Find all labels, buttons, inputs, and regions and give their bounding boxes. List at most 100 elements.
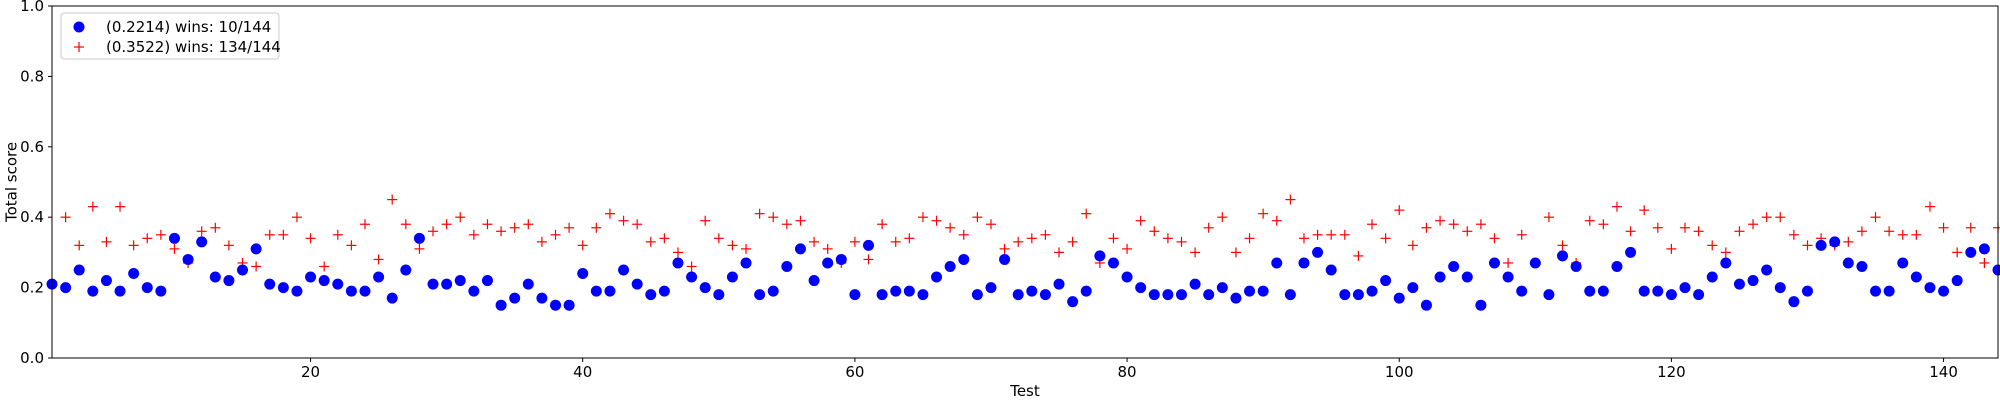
data-point-series-2 (618, 215, 629, 226)
data-point-series-1 (835, 253, 847, 265)
data-point-series-2 (468, 229, 479, 240)
data-point-series-2 (1611, 201, 1622, 212)
data-point-series-2 (1666, 243, 1677, 254)
data-point-series-1 (1135, 282, 1147, 294)
data-point-series-1 (1747, 275, 1759, 287)
data-point-series-1 (1570, 260, 1582, 272)
data-point-series-2 (1149, 226, 1160, 237)
data-points (46, 194, 2000, 311)
data-point-series-2 (1054, 247, 1065, 258)
data-point-series-2 (1802, 240, 1813, 251)
data-point-series-1 (1638, 285, 1650, 297)
data-point-series-2 (482, 219, 493, 230)
data-point-series-2 (768, 212, 779, 223)
data-point-series-1 (1924, 282, 1936, 294)
data-point-series-2 (101, 236, 112, 247)
data-point-series-2 (1788, 229, 1799, 240)
data-point-series-1 (155, 285, 167, 297)
data-point-series-2 (1979, 257, 1990, 268)
data-point-series-2 (700, 215, 711, 226)
data-point-series-2 (1067, 236, 1078, 247)
data-point-series-1 (618, 264, 630, 276)
data-point-series-1 (822, 257, 834, 269)
data-point-series-1 (1910, 271, 1922, 283)
data-point-series-2 (577, 240, 588, 251)
data-point-series-2 (1639, 205, 1650, 216)
data-point-series-1 (1502, 271, 1514, 283)
data-point-series-1 (1842, 257, 1854, 269)
data-point-series-1 (958, 253, 970, 265)
data-point-series-1 (590, 285, 602, 297)
data-point-series-1 (1951, 275, 1963, 287)
data-point-series-2 (169, 243, 180, 254)
data-point-series-2 (999, 243, 1010, 254)
data-point-series-1 (1870, 285, 1882, 297)
data-point-series-1 (332, 278, 344, 290)
data-point-series-1 (645, 289, 657, 301)
data-point-series-1 (128, 268, 140, 280)
data-point-series-1 (971, 289, 983, 301)
data-point-series-2 (686, 261, 697, 272)
data-point-series-2 (877, 219, 888, 230)
x-tick-label: 80 (1118, 363, 1137, 381)
data-point-series-2 (87, 201, 98, 212)
data-point-series-2 (672, 247, 683, 258)
data-point-series-2 (1217, 212, 1228, 223)
data-point-series-1 (1298, 257, 1310, 269)
data-point-series-2 (1924, 201, 1935, 212)
data-point-series-2 (1190, 247, 1201, 258)
data-point-series-2 (741, 243, 752, 254)
data-point-series-1 (345, 285, 357, 297)
data-point-series-2 (1543, 212, 1554, 223)
y-tick-label: 0.6 (20, 138, 44, 156)
data-point-series-2 (604, 208, 615, 219)
data-point-series-1 (1557, 250, 1569, 262)
data-point-series-1 (1094, 250, 1106, 262)
x-tick-label: 100 (1385, 363, 1414, 381)
data-point-series-2 (1557, 240, 1568, 251)
data-point-series-1 (291, 285, 303, 297)
data-point-series-1 (182, 253, 194, 265)
data-point-series-2 (1108, 233, 1119, 244)
data-point-series-2 (727, 240, 738, 251)
data-point-series-1 (1380, 275, 1392, 287)
data-point-series-1 (1693, 289, 1705, 301)
data-point-series-2 (1734, 226, 1745, 237)
data-point-series-1 (495, 299, 507, 311)
x-tick-label: 120 (1657, 363, 1686, 381)
legend-marker-series-2 (74, 42, 84, 52)
data-point-series-2 (1312, 229, 1323, 240)
data-point-series-1 (168, 232, 180, 244)
data-point-series-1 (536, 292, 548, 304)
x-axis-label: Test (1009, 382, 1040, 400)
data-point-series-1 (509, 292, 521, 304)
data-point-series-1 (808, 275, 820, 287)
data-point-series-1 (359, 285, 371, 297)
data-point-series-1 (386, 292, 398, 304)
data-point-series-2 (1367, 219, 1378, 230)
data-point-series-1 (876, 289, 888, 301)
data-point-series-1 (849, 289, 861, 301)
data-point-series-2 (332, 229, 343, 240)
data-point-series-1 (60, 282, 72, 294)
data-point-series-2 (142, 233, 153, 244)
data-point-series-2 (1965, 222, 1976, 233)
data-point-series-2 (632, 219, 643, 230)
x-tick-label: 60 (845, 363, 864, 381)
data-point-series-1 (699, 282, 711, 294)
data-point-series-2 (414, 243, 425, 254)
data-point-series-2 (591, 222, 602, 233)
data-point-series-1 (318, 275, 330, 287)
data-point-series-2 (278, 229, 289, 240)
data-point-series-2 (523, 219, 534, 230)
data-point-series-2 (781, 219, 792, 230)
data-point-series-2 (115, 201, 126, 212)
data-point-series-2 (359, 219, 370, 230)
data-point-series-2 (1203, 222, 1214, 233)
legend-box (60, 12, 280, 60)
data-point-series-1 (577, 268, 589, 280)
data-point-series-2 (536, 236, 547, 247)
data-point-series-1 (672, 257, 684, 269)
data-point-series-1 (427, 278, 439, 290)
y-tick-label: 0.4 (20, 208, 44, 226)
